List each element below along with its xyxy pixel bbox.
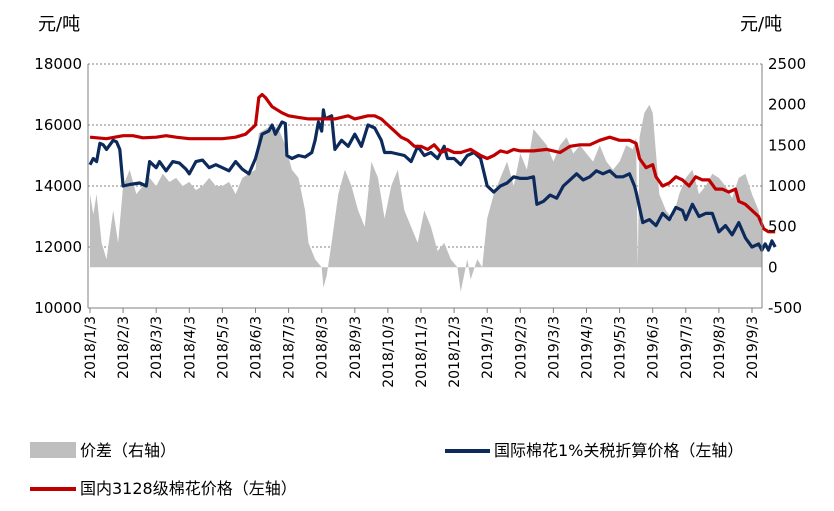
right-tick-label-2000: 2000: [768, 96, 806, 114]
left-tick-label-12000: 12000: [34, 238, 82, 256]
x-tick-label-8: 2018/9/3: [348, 316, 364, 379]
right-tick-label-1500: 1500: [768, 136, 806, 154]
x-tick-label-2: 2018/3/3: [149, 316, 165, 379]
x-tick-label-7: 2018/8/3: [315, 316, 331, 379]
left-tick-label-10000: 10000: [34, 299, 82, 317]
spread-area-layer: [90, 104, 762, 292]
x-tick-label-14: 2019/3/3: [546, 316, 562, 379]
x-tick-label-11: 2018/12/3: [447, 316, 463, 388]
right-axis-unit: 元/吨: [740, 14, 782, 35]
x-tick-label-1: 2018/2/3: [116, 316, 132, 379]
left-tick-label-14000: 14000: [34, 177, 82, 195]
right-tick-label-0: 0: [768, 258, 778, 276]
x-tick-label-12: 2019/1/3: [480, 316, 496, 379]
x-tick-label-18: 2019/7/3: [679, 316, 695, 379]
series-domestic-price-line: [89, 92, 776, 234]
x-tick-label-13: 2019/2/3: [513, 316, 529, 379]
left-tick-label-18000: 18000: [34, 55, 82, 73]
x-tick-label-16: 2019/5/3: [613, 316, 629, 379]
axes: 10000 12000 14000 16000 18000 -500 0 500 1000 150…: [34, 55, 806, 388]
x-tick-label-20: 2019/9/3: [745, 316, 761, 379]
right-tick-label-500: 500: [768, 218, 797, 236]
x-tick-label-17: 2019/6/3: [646, 316, 662, 379]
x-tick-label-5: 2018/6/3: [249, 316, 265, 379]
x-tick-label-6: 2018/7/3: [282, 316, 298, 379]
x-tick-label-19: 2019/8/3: [712, 316, 728, 379]
series-intl-price-line: [88, 108, 777, 252]
price-lines-layer: [88, 92, 777, 252]
x-tick-label-15: 2019/4/3: [580, 316, 596, 379]
legend-label-domestic: 国内3128级棉花价格（左轴）: [80, 479, 297, 498]
x-tick-label-0: 2018/1/3: [83, 316, 99, 379]
legend: 价差（右轴） 国际棉花1%关税折算价格（左轴） 国内3128级棉花价格（左轴）: [30, 441, 743, 498]
right-tick-label-2500: 2500: [768, 55, 806, 73]
series-spread-area: [90, 104, 762, 292]
x-tick-label-4: 2018/5/3: [215, 316, 231, 379]
right-tick-label-1000: 1000: [768, 177, 806, 195]
legend-label-spread: 价差（右轴）: [80, 441, 176, 460]
legend-swatch-spread: [30, 442, 76, 458]
x-tick-label-9: 2018/10/3: [381, 316, 397, 388]
x-tick-label-10: 2018/11/3: [414, 316, 430, 388]
legend-label-intl: 国际棉花1%关税折算价格（左轴）: [494, 441, 743, 460]
right-tick-label--500: -500: [768, 299, 802, 317]
left-axis-unit: 元/吨: [38, 14, 80, 35]
left-tick-label-16000: 16000: [34, 116, 82, 134]
x-tick-label-3: 2018/4/3: [182, 316, 198, 379]
